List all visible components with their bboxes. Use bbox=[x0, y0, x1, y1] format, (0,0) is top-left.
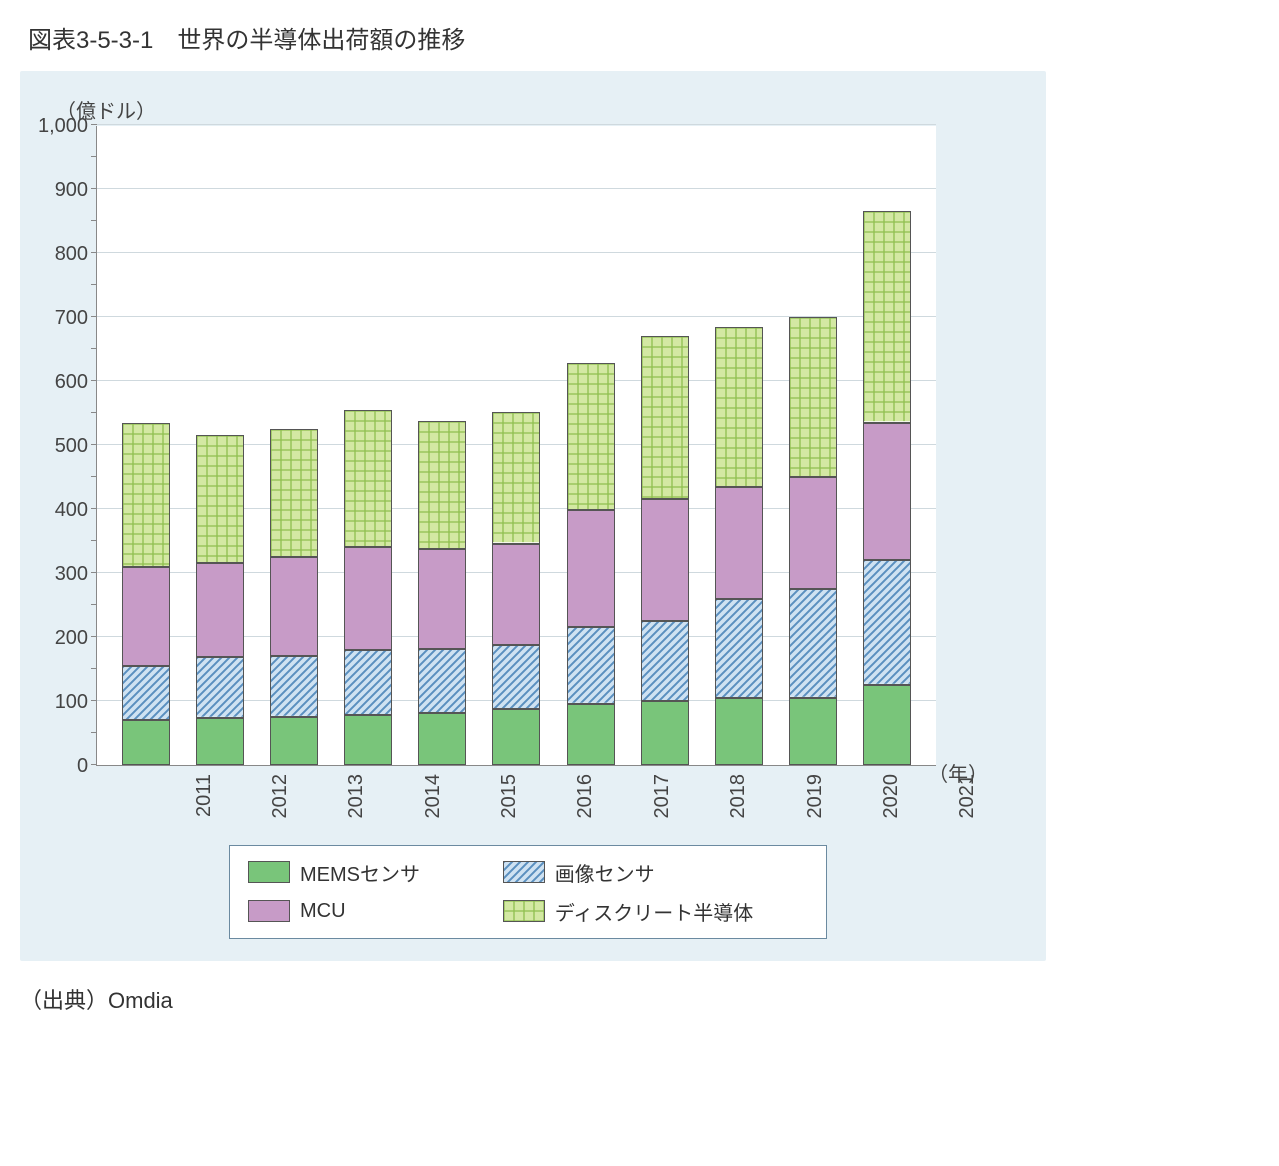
bar-segment-discrete bbox=[715, 327, 763, 487]
x-tick-label: 2012 bbox=[269, 774, 292, 819]
legend: MEMSセンサ 画像センサ MCU ディスクリート半導体 bbox=[229, 845, 827, 939]
bar-column bbox=[715, 327, 763, 765]
bar-segment-image bbox=[641, 621, 689, 701]
bar-segment-mcu bbox=[196, 563, 244, 658]
legend-swatch bbox=[503, 861, 545, 883]
legend-item: ディスクリート半導体 bbox=[503, 897, 808, 926]
bar-segment-discrete bbox=[641, 336, 689, 499]
x-tick-label: 2020 bbox=[880, 774, 903, 819]
bar-segment-image bbox=[270, 656, 318, 717]
bar-segment-image bbox=[418, 649, 466, 713]
bar-segment-mcu bbox=[789, 477, 837, 589]
bar-segment-mems bbox=[492, 709, 540, 765]
legend-swatch bbox=[248, 900, 290, 922]
bar-segment-discrete bbox=[418, 421, 466, 549]
bar-segment-image bbox=[122, 666, 170, 720]
bar-segment-mcu bbox=[122, 567, 170, 666]
bar-column bbox=[196, 435, 244, 765]
chart-wrap: （億ドル） 1,0009008007006005004003002001000 bbox=[20, 71, 1046, 961]
bar-segment-mcu bbox=[418, 549, 466, 648]
x-tick-label: 2018 bbox=[727, 774, 750, 819]
bar-segment-discrete bbox=[492, 412, 540, 543]
bar-segment-mcu bbox=[270, 557, 318, 656]
bar-segment-mcu bbox=[641, 499, 689, 621]
bar-column bbox=[270, 429, 318, 765]
bar-segment-mcu bbox=[492, 544, 540, 645]
bar-column bbox=[641, 336, 689, 765]
bar-segment-mcu bbox=[567, 510, 615, 627]
bar-column bbox=[567, 363, 615, 765]
bar-segment-mems bbox=[344, 715, 392, 765]
bar-column bbox=[492, 412, 540, 765]
x-tick-label: 2011 bbox=[193, 774, 216, 817]
x-tick-label: 2016 bbox=[574, 774, 597, 819]
x-tick-label: 2021 bbox=[956, 774, 979, 819]
bar-segment-discrete bbox=[567, 363, 615, 510]
source-text: （出典）Omdia bbox=[20, 983, 1259, 1015]
legend-item: MCU bbox=[248, 897, 475, 926]
x-tick-label: 2019 bbox=[804, 774, 827, 819]
bars-container bbox=[97, 126, 936, 765]
bar-segment-image bbox=[344, 650, 392, 715]
bar-column bbox=[789, 317, 837, 765]
bar-segment-image bbox=[567, 627, 615, 704]
bar-column bbox=[344, 410, 392, 765]
bar-segment-image bbox=[196, 657, 244, 718]
bar-segment-mems bbox=[196, 718, 244, 765]
bar-segment-discrete bbox=[344, 410, 392, 548]
bar-segment-mems bbox=[270, 717, 318, 765]
bar-column bbox=[418, 421, 466, 765]
x-tick-label: 2017 bbox=[651, 774, 674, 819]
chart-title: 図表3-5-3-1 世界の半導体出荷額の推移 bbox=[28, 20, 1259, 55]
legend-label: ディスクリート半導体 bbox=[555, 897, 754, 926]
y-axis-label: （億ドル） bbox=[56, 95, 1018, 124]
bar-segment-mems bbox=[715, 698, 763, 765]
bar-segment-discrete bbox=[196, 435, 244, 563]
legend-label: MCU bbox=[300, 900, 346, 923]
bar-column bbox=[863, 211, 911, 765]
bar-segment-image bbox=[863, 560, 911, 685]
legend-item: MEMSセンサ bbox=[248, 858, 475, 887]
bar-segment-mems bbox=[567, 704, 615, 765]
bar-segment-discrete bbox=[122, 423, 170, 567]
legend-swatch bbox=[248, 861, 290, 883]
x-tick-label: 2014 bbox=[422, 774, 445, 819]
bar-segment-mems bbox=[789, 698, 837, 765]
x-tick-label: 2013 bbox=[345, 774, 368, 819]
legend-label: 画像センサ bbox=[555, 858, 655, 887]
legend-swatch bbox=[503, 900, 545, 922]
bar-segment-mcu bbox=[344, 547, 392, 649]
x-axis-row: 2011 2012 2013 2014 2015 2016 2017 2018 2019 2020… bbox=[38, 766, 1018, 819]
legend-label: MEMSセンサ bbox=[300, 858, 420, 887]
plot-row: 1,0009008007006005004003002001000 （年） bbox=[38, 126, 1018, 766]
bar-column bbox=[122, 423, 170, 765]
bar-segment-image bbox=[715, 599, 763, 698]
bar-segment-discrete bbox=[270, 429, 318, 557]
legend-item: 画像センサ bbox=[503, 858, 808, 887]
bar-segment-mcu bbox=[715, 487, 763, 599]
bar-segment-mems bbox=[122, 720, 170, 765]
bar-segment-mcu bbox=[863, 423, 911, 561]
bar-segment-mems bbox=[641, 701, 689, 765]
bar-segment-discrete bbox=[863, 211, 911, 422]
bar-segment-discrete bbox=[789, 317, 837, 477]
bar-segment-image bbox=[789, 589, 837, 698]
x-tick-label: 2015 bbox=[498, 774, 521, 819]
x-axis: 2011 2012 2013 2014 2015 2016 2017 2018 2019 2020… bbox=[154, 766, 1018, 819]
bar-segment-mems bbox=[863, 685, 911, 765]
plot-area: （年） bbox=[96, 126, 936, 766]
bar-segment-mems bbox=[418, 713, 466, 765]
y-axis: 1,0009008007006005004003002001000 bbox=[38, 126, 96, 766]
bar-segment-image bbox=[492, 645, 540, 709]
